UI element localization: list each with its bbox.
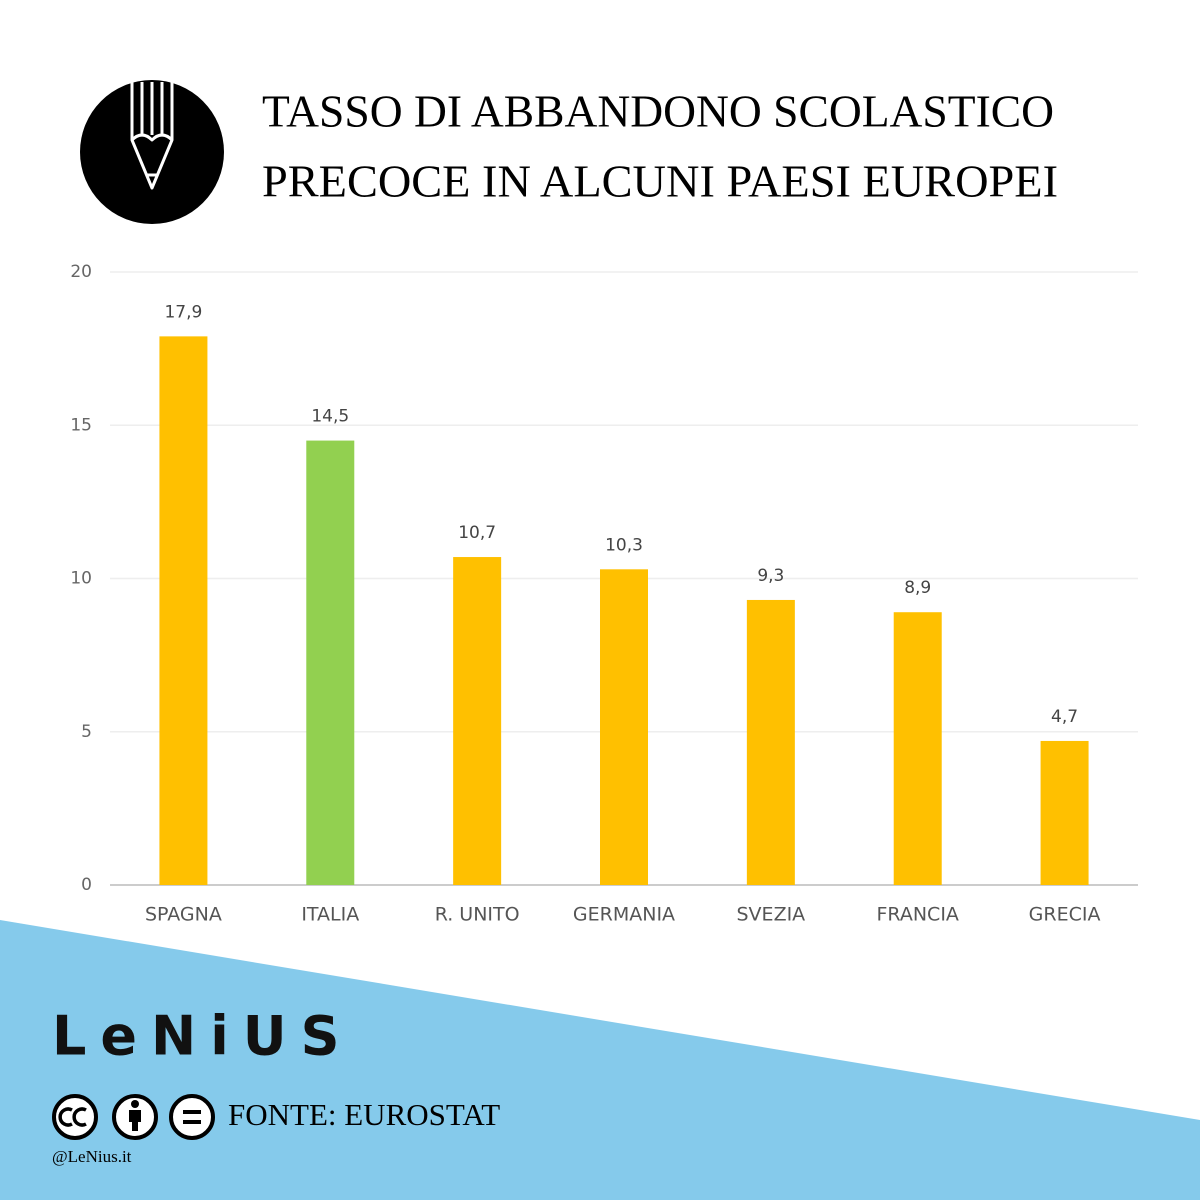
x-tick-label: ITALIA (301, 904, 359, 926)
y-tick-label: 5 (81, 722, 92, 742)
chart-title: TASSO DI ABBANDONO SCOLASTICO (262, 86, 1054, 137)
y-tick-label: 10 (70, 569, 92, 589)
x-tick-label: FRANCIA (876, 904, 958, 926)
bar (159, 336, 208, 885)
plot-area: 0 5 10 15 20 SPAGNA 17,9 ITALIA 14,5 R. UNITO 10,7… (70, 262, 1138, 926)
x-tick-label: GRECIA (1029, 904, 1101, 926)
value-label: 17,9 (164, 302, 202, 322)
bar (453, 557, 502, 885)
logo: LeNiUS (52, 1005, 353, 1068)
bar (306, 440, 355, 885)
cc-icons (52, 1094, 215, 1140)
x-tick-label: R. UNITO (435, 904, 520, 926)
y-tick-label: 15 (70, 415, 92, 435)
value-label: 10,3 (605, 535, 643, 555)
x-tick-label: SVEZIA (737, 904, 806, 926)
bar (1040, 740, 1089, 885)
source: FONTE: EUROSTAT (228, 1097, 500, 1132)
x-tick-label: GERMANIA (573, 904, 675, 926)
bar (893, 612, 942, 885)
value-label: 8,9 (904, 578, 931, 598)
value-label: 4,7 (1051, 707, 1078, 727)
value-label: 14,5 (311, 407, 349, 427)
bar (600, 569, 648, 885)
pencil-icon (80, 80, 224, 224)
y-tick-label: 0 (81, 875, 92, 895)
x-tick-label: SPAGNA (145, 904, 222, 926)
value-label: 9,3 (757, 566, 784, 586)
y-tick-label: 20 (70, 262, 92, 282)
footer-band (0, 920, 1200, 1200)
handle: @LeNius.it (52, 1147, 132, 1166)
chart-title: PRECOCE IN ALCUNI PAESI EUROPEI (262, 156, 1058, 207)
value-label: 10,7 (458, 523, 496, 543)
bar (746, 599, 795, 885)
